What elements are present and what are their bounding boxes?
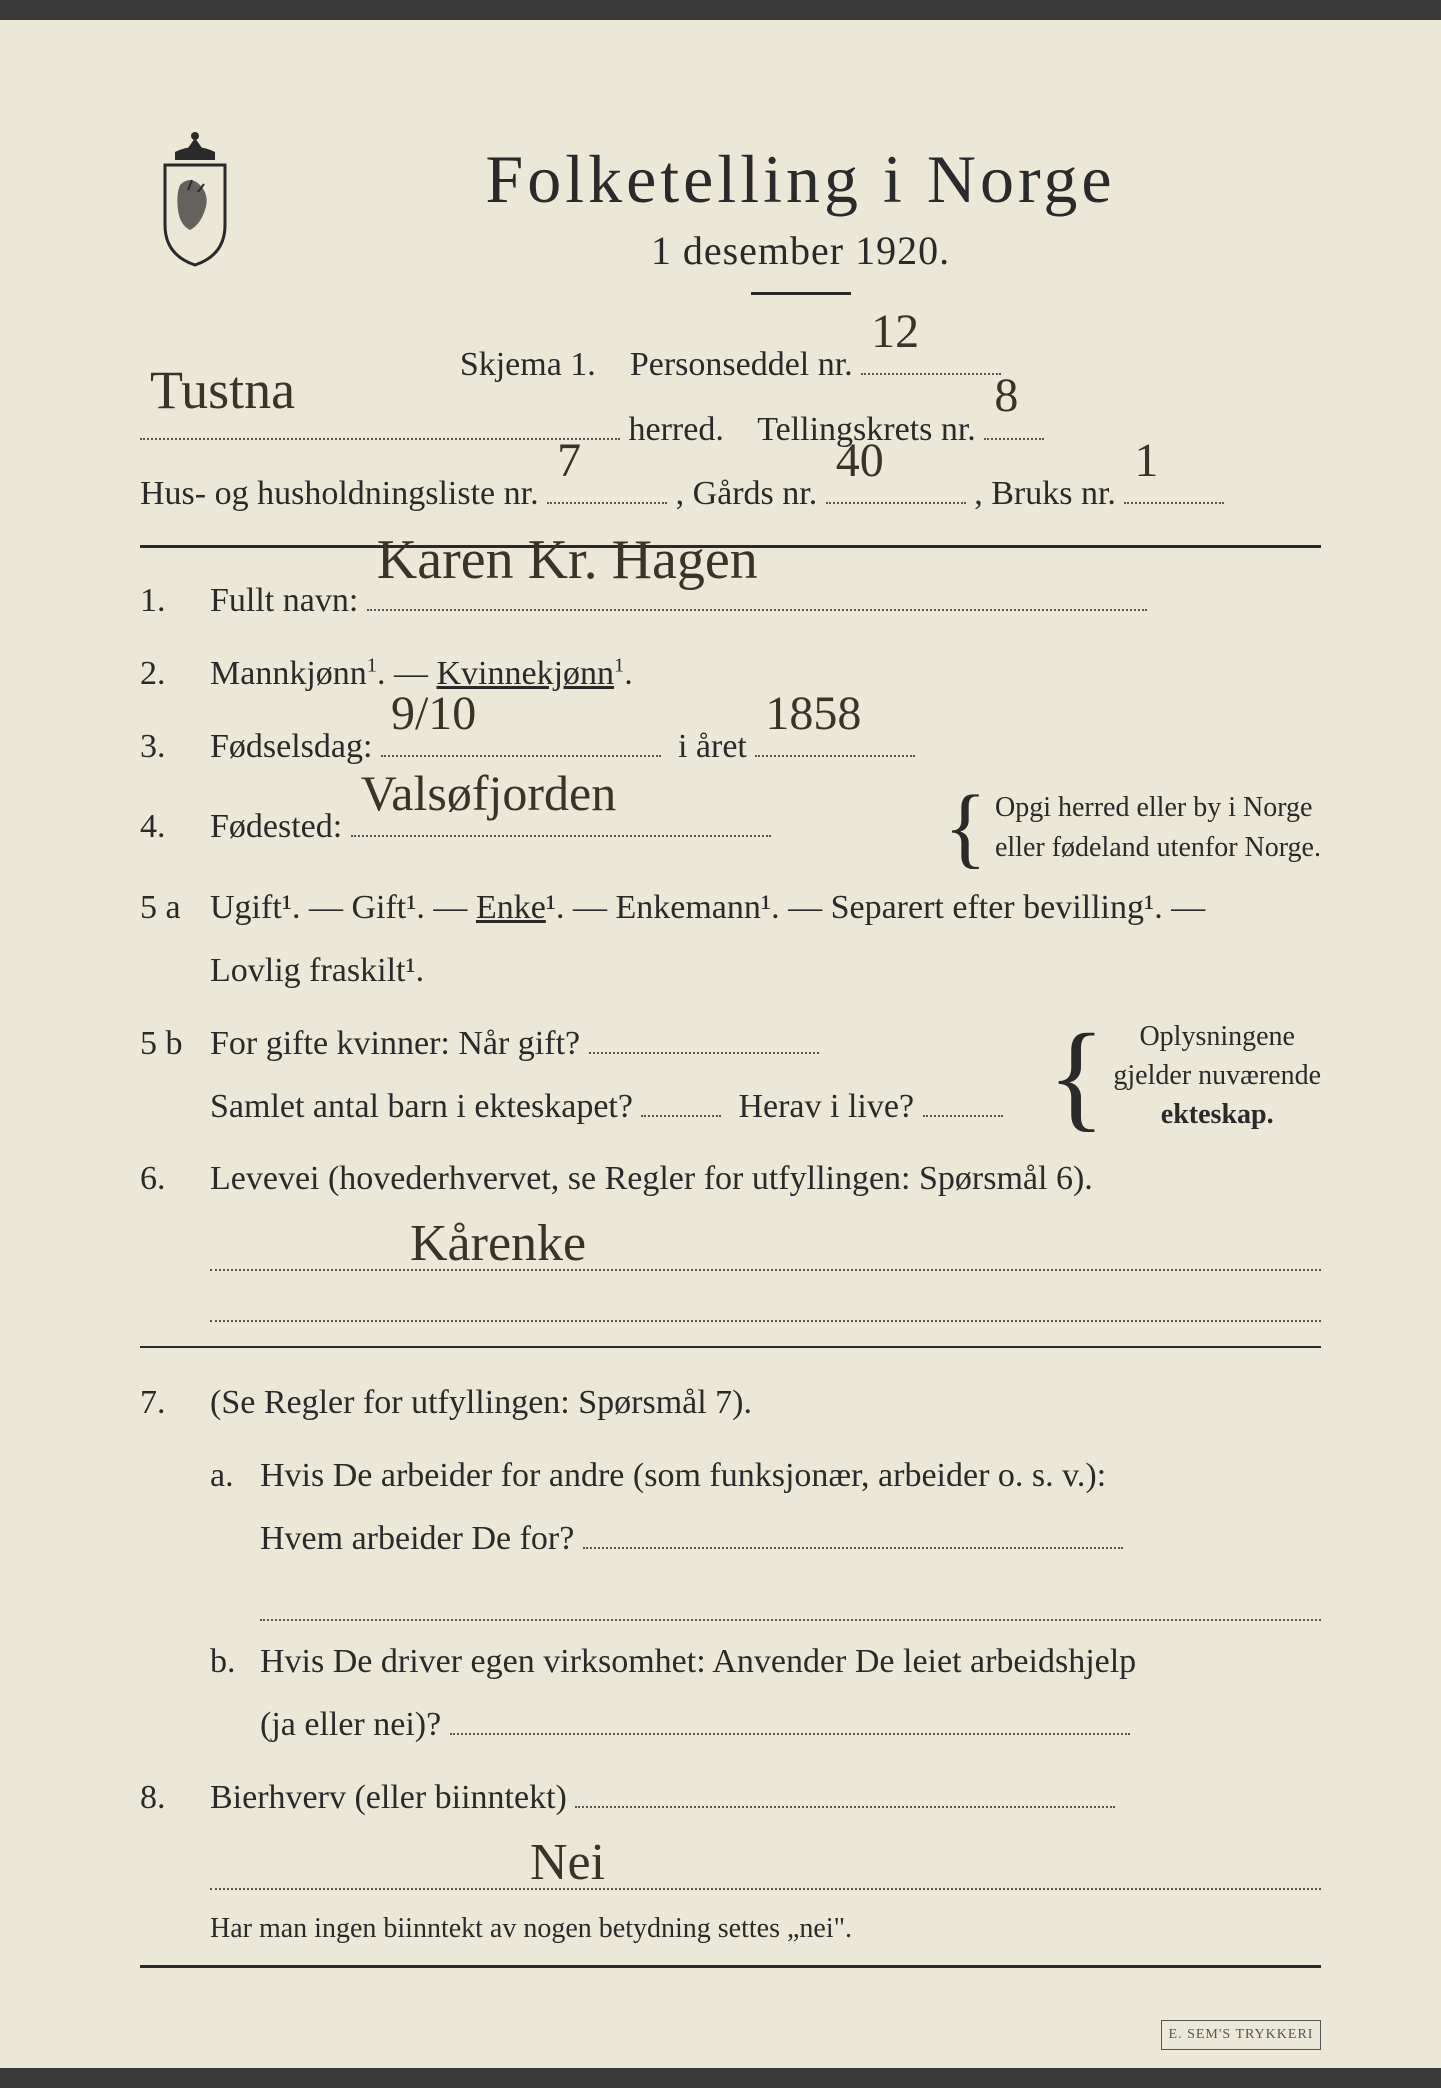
main-title: Folketelling i Norge	[280, 140, 1321, 219]
bruks-nr: 1	[1124, 415, 1224, 506]
q8-label: Bierhverv (eller biinntekt)	[210, 1779, 567, 1816]
subtitle: 1 desember 1920.	[280, 227, 1321, 274]
q7a: a. Hvis De arbeider for andre (som funks…	[210, 1445, 1321, 1571]
q7: 7. (Se Regler for utfyllingen: Spørsmål …	[140, 1372, 1321, 1435]
q1: 1. Fullt navn: Karen Kr. Hagen	[140, 570, 1321, 633]
q5b-l1: For gifte kvinner: Når gift?	[210, 1025, 580, 1062]
q4-label: Fødested:	[210, 808, 342, 845]
personseddel-label: Personseddel nr.	[630, 346, 853, 383]
q5b: 5 b For gifte kvinner: Når gift? Samlet …	[140, 1013, 1321, 1139]
hus-nr: 7	[547, 415, 667, 506]
q2: 2. Mannkjønn1. — Kvinnekjønn1.	[140, 643, 1321, 706]
q6-answer-line: Kårenke	[210, 1221, 1321, 1276]
q5a-enke: Enke	[476, 889, 546, 926]
q7b-label: b.	[210, 1631, 260, 1694]
q3-label: Fødselsdag:	[210, 728, 372, 765]
q8-num: 8.	[140, 1767, 210, 1830]
q5b-l2b: Herav i live?	[738, 1088, 914, 1125]
q4-note: Opgi herred eller by i Norge eller fødel…	[995, 788, 1321, 866]
gards-nr: 40	[826, 415, 966, 506]
q8: 8. Bierhverv (eller biinntekt)	[140, 1767, 1321, 1830]
q7-intro: (Se Regler for utfyllingen: Spørsmål 7).	[210, 1384, 752, 1421]
q5b-note: Oplysningene gjelder nuværende ekteskap.	[1113, 1017, 1321, 1135]
q5a-line2: Lovlig fraskilt¹.	[210, 940, 1321, 1003]
q5a-num: 5 a	[140, 877, 210, 940]
q2-mann: Mannkjønn	[210, 655, 367, 692]
hus-label: Hus- og husholdningsliste nr.	[140, 475, 539, 512]
q2-num: 2.	[140, 643, 210, 706]
q6-text: Levevei (hovederhvervet, se Regler for u…	[210, 1160, 1093, 1197]
q3-day: 9/10	[381, 670, 661, 759]
title-block: Folketelling i Norge 1 desember 1920.	[280, 130, 1321, 323]
q5a: 5 a Ugift¹. — Gift¹. — Enke¹. — Enkemann…	[140, 877, 1321, 1003]
q7b-text1: Hvis De driver egen virksomhet: Anvender…	[260, 1631, 1321, 1694]
printer-stamp: E. SEM'S TRYKKERI	[1161, 2020, 1321, 2050]
q7b: b. Hvis De driver egen virksomhet: Anven…	[210, 1631, 1321, 1757]
brace-icon: {	[944, 792, 987, 864]
q5b-num: 5 b	[140, 1013, 210, 1076]
divider-3	[140, 1965, 1321, 1968]
q4-value: Valsøfjorden	[351, 747, 771, 840]
q5b-l2a: Samlet antal barn i ekteskapet?	[210, 1088, 633, 1125]
footer-note: Har man ingen biinntekt av nogen betydni…	[210, 1913, 1321, 1945]
title-divider	[751, 292, 851, 295]
q6-num: 6.	[140, 1148, 210, 1211]
brace-icon: {	[1048, 1034, 1106, 1118]
q6-blank2	[210, 1282, 1321, 1322]
q3-year: 1858	[755, 670, 915, 759]
q1-value: Karen Kr. Hagen	[367, 509, 1147, 613]
q4: 4. Fødested: Valsøfjorden { Opgi herred …	[140, 788, 1321, 866]
tellingskrets-nr: 8	[984, 350, 1044, 441]
divider-2	[140, 1346, 1321, 1348]
header: Folketelling i Norge 1 desember 1920.	[140, 130, 1321, 323]
q7a-blank	[260, 1581, 1321, 1621]
gards-label: , Gårds nr.	[676, 475, 818, 512]
q7a-text1: Hvis De arbeider for andre (som funksjon…	[260, 1445, 1321, 1508]
bruks-label: , Bruks nr.	[974, 475, 1116, 512]
q4-num: 4.	[140, 796, 210, 859]
coat-of-arms-icon	[140, 130, 250, 270]
q8-value: Nei	[210, 1833, 1321, 1892]
q7a-text2: Hvem arbeider De for?	[260, 1520, 574, 1557]
q5a-opts: Ugift¹. — Gift¹. —	[210, 889, 476, 926]
q7a-label: a.	[210, 1445, 260, 1508]
q1-label: Fullt navn:	[210, 582, 358, 619]
q6-value: Kårenke	[210, 1214, 1321, 1273]
q7-num: 7.	[140, 1372, 210, 1435]
q6: 6. Levevei (hovederhvervet, se Regler fo…	[140, 1148, 1321, 1211]
q3-num: 3.	[140, 716, 210, 779]
census-form-page: Folketelling i Norge 1 desember 1920. Sk…	[0, 20, 1441, 2068]
q1-num: 1.	[140, 570, 210, 633]
personseddel-nr: 12	[861, 286, 1001, 377]
q5a-after: ¹. — Enkemann¹. — Separert efter bevilli…	[546, 889, 1205, 926]
q7b-text2: (ja eller nei)?	[260, 1706, 441, 1743]
q8-answer-line: Nei	[210, 1840, 1321, 1895]
